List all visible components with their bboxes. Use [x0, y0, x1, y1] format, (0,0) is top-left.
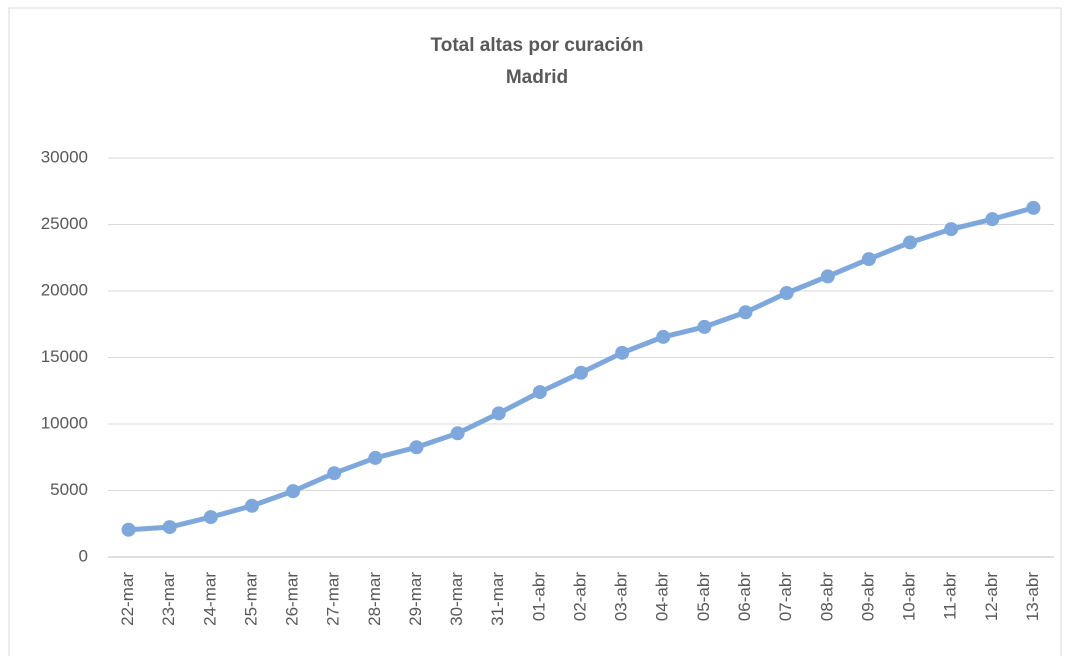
- x-tick-label: 08-abr: [817, 572, 836, 621]
- x-tick-label: 11-abr: [941, 572, 960, 620]
- x-tick-label: 23-mar: [159, 572, 178, 626]
- data-point: [903, 235, 918, 250]
- x-tick-label: 30-mar: [447, 572, 466, 626]
- data-point: [697, 319, 712, 334]
- x-tick-label: 26-mar: [283, 572, 302, 626]
- y-tick-label: 15000: [41, 347, 88, 366]
- data-point: [368, 450, 383, 465]
- x-tick-label: 02-abr: [570, 572, 589, 621]
- data-point: [532, 385, 547, 400]
- x-tick-label: 31-mar: [488, 572, 507, 626]
- y-tick-label: 30000: [41, 147, 88, 166]
- x-tick-label: 03-abr: [612, 572, 631, 621]
- x-tick-label: 29-mar: [406, 572, 425, 626]
- data-point: [327, 466, 342, 481]
- data-point: [121, 522, 136, 537]
- x-tick-label: 13-abr: [1023, 572, 1042, 621]
- y-tick-label: 0: [79, 546, 88, 565]
- data-point: [162, 520, 177, 535]
- data-point: [944, 222, 959, 237]
- x-tick-label: 25-mar: [241, 572, 260, 626]
- data-point: [1026, 200, 1041, 215]
- data-point: [656, 329, 671, 344]
- x-tick-label: 04-abr: [653, 572, 672, 621]
- data-point: [409, 440, 424, 455]
- x-tick-label: 06-abr: [735, 572, 754, 621]
- data-point: [450, 426, 465, 441]
- chart-title: Total altas por curación: [431, 35, 644, 56]
- data-point: [203, 510, 218, 525]
- data-point: [615, 345, 630, 360]
- chart-frame: [8, 7, 1062, 656]
- x-tick-label: 09-abr: [858, 572, 877, 621]
- x-tick-label: 07-abr: [776, 572, 795, 621]
- x-tick-label: 24-mar: [200, 572, 219, 626]
- data-point: [491, 406, 506, 421]
- x-tick-label: 27-mar: [324, 572, 343, 626]
- y-tick-label: 5000: [50, 480, 88, 499]
- data-point: [574, 365, 588, 380]
- x-tick-label: 28-mar: [365, 572, 384, 626]
- data-point: [985, 212, 1000, 227]
- chart-subtitle: Madrid: [506, 67, 568, 88]
- x-tick-label: 10-abr: [900, 572, 919, 621]
- y-tick-label: 25000: [41, 214, 88, 233]
- y-tick-label: 20000: [41, 280, 88, 299]
- x-tick-label: 12-abr: [982, 572, 1001, 621]
- x-tick-label: 01-abr: [529, 572, 548, 621]
- data-point: [286, 484, 301, 499]
- data-point: [244, 498, 259, 513]
- x-tick-label: 05-abr: [694, 572, 713, 621]
- y-tick-label: 10000: [41, 413, 88, 432]
- x-tick-label: 22-mar: [118, 572, 137, 626]
- data-point: [738, 305, 753, 320]
- data-point: [820, 269, 835, 284]
- data-point: [779, 285, 794, 300]
- data-point: [861, 252, 876, 267]
